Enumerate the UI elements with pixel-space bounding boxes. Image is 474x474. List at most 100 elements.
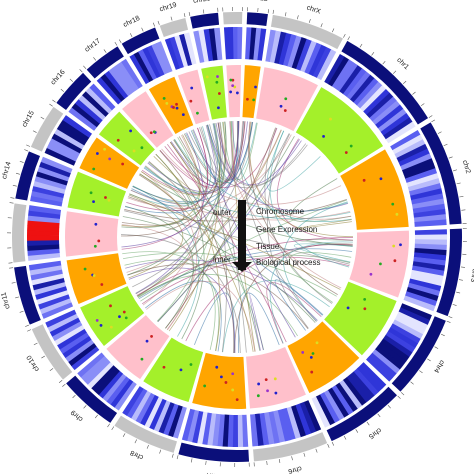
expression-cell-chr1 (369, 96, 397, 122)
tissue-dot-chr19 (190, 86, 194, 90)
link-chord (238, 292, 280, 353)
tick-chr20 (188, 11, 191, 17)
expression-cell-chrX (300, 40, 317, 73)
expression-cell-chr18 (146, 45, 165, 77)
expression-cell-chr20 (214, 27, 223, 61)
link-chord (266, 282, 322, 344)
expression-cell-chr8 (144, 396, 163, 428)
tick-chr17 (93, 57, 97, 61)
tick-chr5 (387, 404, 391, 409)
tissue-dot-chr6 (273, 377, 277, 381)
tick-chr8 (111, 426, 115, 431)
expression-cell-chr4 (374, 345, 404, 370)
link-chord (288, 252, 352, 303)
expression-cell-chr9 (77, 352, 105, 378)
chromosome-band-chr20 (190, 12, 220, 29)
tissue-dot-chr7 (219, 375, 223, 379)
tissue-dot-chr9 (150, 335, 153, 338)
expression-cell-chr12 (27, 230, 60, 236)
expression-cell-chr16 (85, 87, 113, 114)
expression-cell-chr5 (335, 382, 358, 413)
tissue-dot-chr21 (231, 78, 235, 82)
tissue-dot-chr12 (93, 244, 97, 248)
tissue-dot-chr16 (132, 149, 136, 153)
tissue-dot-chr15 (103, 147, 107, 151)
link-chord (185, 244, 353, 342)
chromosome-label-chr15: chr15 (21, 110, 36, 129)
tick-chr17 (103, 49, 107, 53)
expression-cell-chr3 (414, 239, 447, 246)
expression-cell-chr16 (78, 94, 106, 121)
expression-cell-chr10 (71, 346, 100, 371)
expression-cell-chr5 (356, 365, 383, 393)
expression-cell-chr5 (339, 379, 363, 410)
link-chord (155, 153, 221, 352)
link-chord (199, 121, 245, 182)
expression-cell-chr8 (135, 392, 155, 424)
expression-cell-chr1 (350, 74, 375, 103)
tick-chr1 (402, 80, 407, 85)
expression-cell-chr3 (414, 234, 448, 241)
chromosome-band-chr8 (114, 415, 178, 453)
tick-chr18 (141, 27, 144, 32)
expression-cell-chr19 (174, 35, 189, 68)
link-chord (165, 127, 276, 329)
link-chord (124, 199, 347, 222)
chromosome-label-chr20: chr20 (193, 0, 211, 5)
expression-cell-chr10 (54, 324, 85, 346)
link-chord (159, 150, 235, 353)
tissue-dot-chrX (284, 97, 288, 101)
expression-cell-chr4 (366, 356, 394, 382)
tick-chr1 (393, 70, 397, 74)
link-chord (249, 121, 354, 237)
expression-cell-chrX (308, 44, 327, 77)
tissue-dot-chr3 (393, 259, 397, 263)
expression-cell-chr17 (121, 58, 143, 89)
link-chord (174, 138, 348, 212)
expression-heatmap-track (26, 27, 448, 447)
tissue-dot-chr6 (257, 382, 261, 386)
tissue-block-chr7 (192, 352, 247, 410)
link-chord (139, 173, 254, 352)
expression-cell-chr8 (153, 400, 171, 432)
tick-chr13 (12, 185, 17, 187)
expression-cell-chr12 (27, 215, 60, 224)
tick-chr5 (343, 435, 347, 440)
expression-cell-chr4 (390, 323, 421, 344)
expression-cell-chr11 (29, 265, 63, 276)
tick-chr13 (10, 197, 15, 199)
chromosome-band-chr16 (56, 72, 92, 110)
expression-cell-chr9 (114, 381, 137, 411)
tick-chr19 (170, 16, 173, 21)
expression-cell-chr2 (398, 148, 430, 167)
expression-cell-chr3 (414, 229, 447, 236)
link-chord (157, 136, 295, 322)
expression-cell-chr11 (38, 294, 70, 310)
link-chord (274, 279, 323, 331)
link-chord (294, 243, 353, 263)
link-chord (121, 121, 248, 248)
chromosome-band-chr3 (436, 228, 463, 317)
chromosome-band-chrX (270, 14, 343, 50)
expression-cell-chr6 (272, 410, 286, 443)
tissue-block-chr13 (67, 171, 127, 217)
expression-cell-chr2 (394, 139, 426, 159)
expression-cell-chr1 (372, 100, 401, 126)
link-chord (125, 259, 318, 321)
link-chord (135, 133, 290, 295)
tick-chr9 (72, 394, 76, 399)
tissue-dot-chr11 (92, 274, 96, 277)
tissue-dot-chr8 (179, 368, 183, 372)
tick-chr17 (83, 65, 87, 70)
expression-cell-chr9 (91, 364, 117, 392)
expression-cell-chr20 (203, 28, 214, 62)
tissue-dot-chr8 (189, 363, 193, 366)
expression-cell-chr10 (62, 335, 92, 359)
tick-chr11 (11, 282, 16, 284)
expression-cell-chr1 (360, 85, 387, 112)
link-chord (122, 251, 216, 350)
link-chord (185, 122, 257, 183)
tissue-dot-chrX (279, 104, 283, 108)
chromosome-band-chr13 (15, 151, 41, 201)
link-chord (142, 135, 203, 306)
